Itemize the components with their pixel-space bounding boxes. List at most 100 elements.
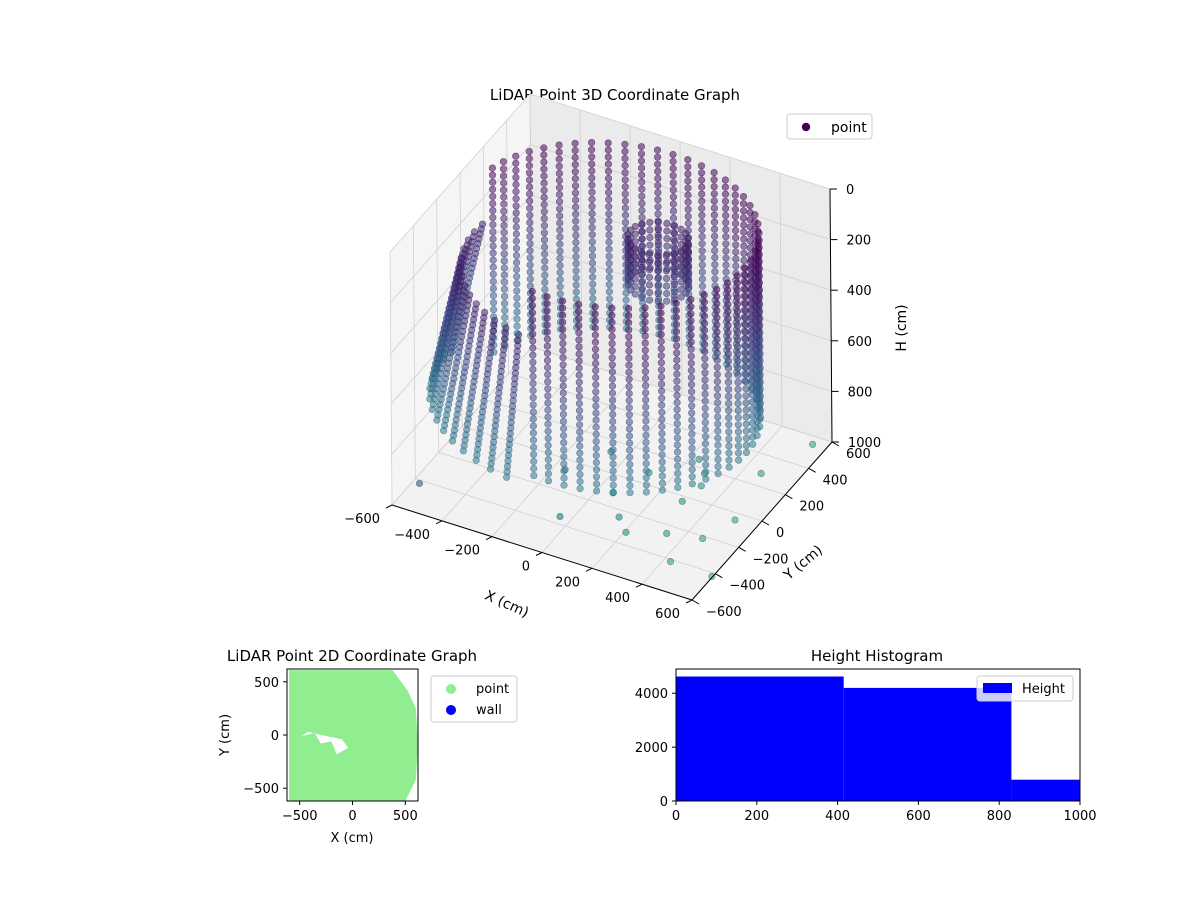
- chart-3d-cloud-point: [700, 305, 709, 313]
- chart-3d-cloud-point: [576, 442, 584, 450]
- chart-3d-cloud-point: [470, 228, 479, 236]
- chart-3d-cloud-point: [540, 193, 548, 201]
- chart-3d-cloud-point: [571, 168, 579, 176]
- chart-3d-cloud-point: [653, 146, 662, 154]
- histogram-x-tick-label: 0: [672, 809, 680, 824]
- chart-3d-cloud-point: [687, 345, 695, 353]
- chart-3d-cloud-point: [748, 341, 756, 349]
- chart-3d-cloud-point: [575, 414, 584, 422]
- histogram-y-tick-label: 0: [660, 795, 668, 810]
- chart-3d-cloud-point: [677, 278, 685, 286]
- chart-3d-cloud-point: [748, 369, 756, 378]
- chart-3d-cloud-point: [713, 335, 721, 343]
- chart-3d-cloud-point: [724, 314, 732, 323]
- chart-3d-cloud-point: [609, 460, 617, 468]
- chart-3d-cloud-point: [658, 394, 666, 402]
- chart-3d-cloud-point: [642, 417, 650, 425]
- chart-3d-cloud-point: [559, 375, 567, 383]
- chart-3d-cloud-point: [673, 427, 681, 435]
- chart-3d-cloud-point: [575, 315, 583, 323]
- chart-3d-cloud-point: [500, 221, 508, 230]
- chart-3d-cloud-point: [748, 426, 757, 434]
- chart-3d-cloud-point: [543, 328, 551, 336]
- chart-3d-cloud-point: [748, 348, 756, 356]
- chart-3d-cloud-point: [698, 225, 706, 234]
- chart-3d-cloud-point: [724, 329, 732, 337]
- chart-3d-cloud-point: [575, 350, 583, 358]
- chart-3d-cloud-point: [714, 427, 722, 435]
- chart-3d-cloud-point: [512, 258, 521, 267]
- chart-3d-cloud-point: [526, 204, 534, 212]
- chart-3d-cloud-point: [733, 314, 742, 323]
- chart-3d-cloud-point: [641, 360, 650, 369]
- chart-3d-cloud-point: [688, 458, 696, 467]
- chart-3d: LiDAR Point 3D Coordinate Graph −600 −400…: [344, 86, 910, 622]
- chart-3d-cloud-point: [710, 176, 718, 184]
- chart-3d-cloud-point: [742, 385, 750, 393]
- chart-3d-cloud-point: [529, 379, 537, 388]
- chart-3d-x-tick-label: −600: [344, 512, 380, 527]
- chart-3d-cloud-point: [526, 225, 534, 234]
- chart-2d-ylabel: Y (cm): [218, 714, 233, 757]
- chart-3d-y-tick-label: 200: [799, 500, 824, 515]
- chart-3d-cloud-point: [714, 455, 722, 464]
- chart-3d-cloud-point: [529, 415, 537, 423]
- chart-3d-cloud-point: [734, 456, 743, 464]
- chart-3d-cloud-point: [526, 240, 534, 248]
- chart-3d-cloud-point: [624, 319, 633, 327]
- chart-3d-cloud-point: [663, 235, 671, 243]
- chart-3d-cloud-point: [697, 176, 706, 184]
- chart-3d-cloud-point: [500, 229, 508, 237]
- chart-3d-cloud-point: [540, 243, 549, 251]
- chart-3d-cloud-point: [625, 425, 634, 433]
- chart-3d-cloud-point: [684, 184, 692, 192]
- chart-3d-cloud-point: [698, 275, 707, 283]
- chart-3d-cloud-point: [525, 183, 534, 191]
- chart-3d-cloud-point: [723, 279, 732, 287]
- chart-3d-cloud-point: [588, 216, 596, 225]
- chart-3d-cloud-point: [500, 299, 509, 308]
- chart-3d-cloud-point: [734, 407, 742, 415]
- chart-3d-cloud-point: [658, 437, 666, 445]
- chart-3d-cloud-point: [748, 391, 756, 399]
- chart-3d-cloud-point: [687, 395, 696, 403]
- chart-3d-cloud-point: [540, 208, 548, 216]
- chart-3d-cloud-point: [541, 285, 549, 294]
- chart-3d-cloud-point: [687, 388, 696, 396]
- chart-3d-cloud-point: [642, 488, 651, 496]
- histogram-frame: [675, 668, 1081, 802]
- chart-3d-cloud-point: [637, 248, 646, 256]
- chart-3d-cloud-point: [658, 430, 666, 438]
- chart-3d-cloud-point: [742, 349, 750, 357]
- chart-3d-cloud-point: [671, 237, 679, 245]
- chart-3d-cloud-point: [747, 291, 756, 300]
- chart-3d-cloud-point: [544, 463, 553, 471]
- chart-3d-cloud-point: [658, 472, 666, 480]
- chart-3d-cloud-point: [544, 434, 552, 442]
- histogram-x-tick-label: 400: [825, 809, 850, 824]
- chart-3d-cloud-point: [688, 430, 696, 438]
- chart-3d-gridline: [391, 346, 533, 506]
- chart-3d-cloud-point: [624, 304, 633, 313]
- chart-3d-cloud-point: [558, 297, 567, 305]
- chart-3d-gridline: [531, 245, 832, 342]
- chart-3d-cloud-point: [731, 234, 740, 242]
- chart-3d-cloud-point: [591, 331, 600, 339]
- chart-3d-cloud-point: [489, 292, 498, 300]
- chart-3d-cloud-point: [684, 156, 692, 164]
- chart-3d-y-tick-label: −200: [753, 552, 789, 567]
- chart-3d-cloud-point: [625, 404, 633, 412]
- chart-3d-cloud-point: [658, 415, 666, 424]
- chart-3d-cloud-point: [591, 310, 599, 318]
- chart-3d-cloud-point: [571, 161, 579, 169]
- chart-3d-cloud-point: [555, 198, 564, 206]
- chart-3d-cloud-point: [500, 278, 509, 286]
- chart-3d-cloud-point: [724, 392, 733, 401]
- chart-3d-cloud-point: [637, 150, 646, 158]
- chart-3d-cloud-point: [742, 406, 750, 414]
- chart-3d-cloud-point: [748, 362, 756, 370]
- chart-3d-cloud-point: [529, 337, 537, 345]
- chart-3d-cloud-point: [714, 434, 722, 442]
- chart-2d-y-tick-label: −500: [243, 782, 279, 797]
- chart-3d-cloud-point: [560, 481, 568, 489]
